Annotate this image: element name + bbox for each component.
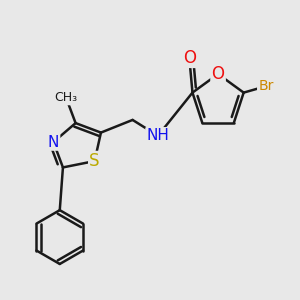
Text: CH₃: CH₃ <box>55 91 78 104</box>
Text: S: S <box>89 152 100 170</box>
Text: O: O <box>212 65 225 83</box>
Text: Br: Br <box>258 79 274 93</box>
Text: NH: NH <box>146 128 170 143</box>
Text: O: O <box>183 49 196 67</box>
Text: N: N <box>48 135 59 150</box>
